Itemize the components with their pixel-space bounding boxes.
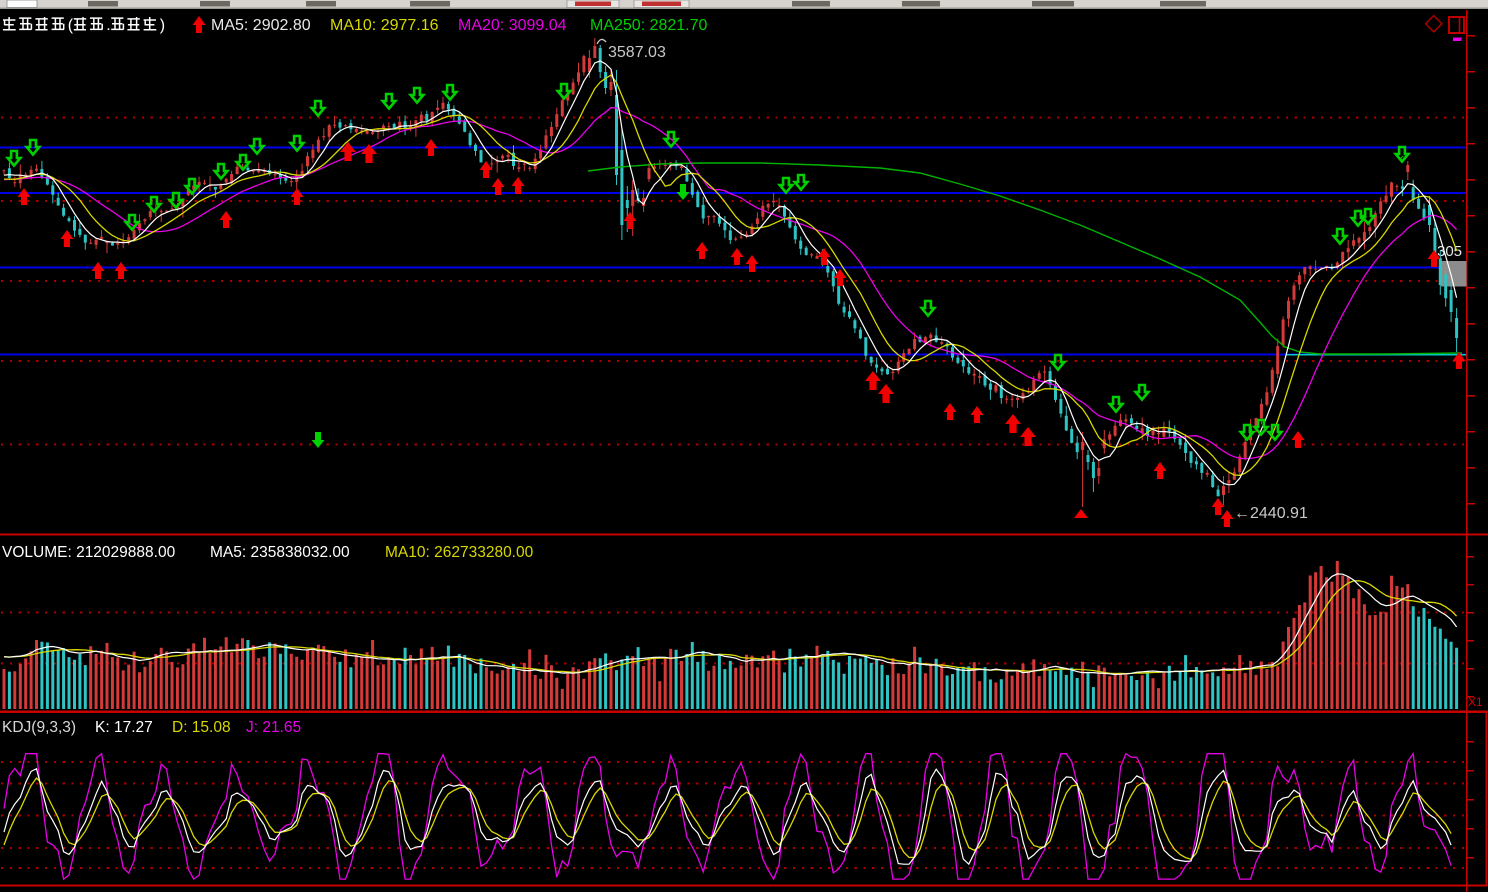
svg-text:MA250: 2821.70: MA250: 2821.70	[590, 17, 708, 34]
svg-text:D: 15.08: D: 15.08	[172, 719, 231, 736]
svg-text:3587.03: 3587.03	[608, 44, 666, 61]
svg-text:MA20: 3099.04: MA20: 3099.04	[458, 17, 567, 34]
svg-text:.: .	[106, 17, 110, 34]
svg-text:J: 21.65: J: 21.65	[246, 719, 301, 736]
svg-text:MA10: 2977.16: MA10: 2977.16	[330, 17, 439, 34]
svg-text:MA5: 235838032.00: MA5: 235838032.00	[210, 544, 350, 561]
svg-text:K: 17.27: K: 17.27	[95, 719, 153, 736]
svg-text:(: (	[68, 17, 74, 34]
svg-text:MA10: 262733280.00: MA10: 262733280.00	[385, 544, 534, 561]
svg-text:KDJ(9,3,3): KDJ(9,3,3)	[2, 719, 76, 736]
svg-text:MA5: 2902.80: MA5: 2902.80	[211, 17, 311, 34]
svg-text:X1: X1	[1468, 695, 1483, 709]
svg-text:VOLUME: 212029888.00: VOLUME: 212029888.00	[2, 544, 176, 561]
svg-text:): )	[160, 17, 165, 34]
svg-text:←2440.91: ←2440.91	[1234, 505, 1308, 522]
